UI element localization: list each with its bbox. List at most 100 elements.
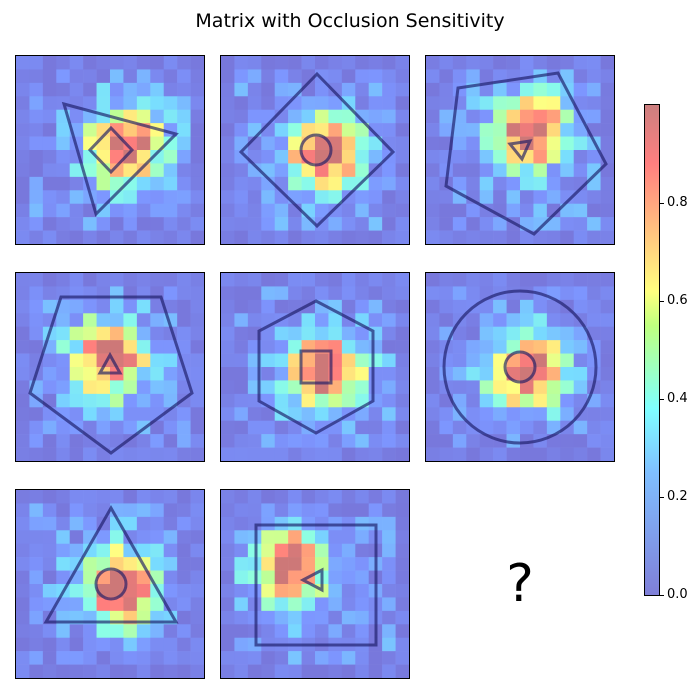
inner-shape [299, 567, 324, 593]
heat-cell [382, 637, 396, 652]
heat-cell [587, 299, 601, 314]
heat-cell [234, 123, 249, 137]
heat-cell [493, 109, 507, 124]
heat-cell [136, 69, 151, 84]
heat-cell [382, 664, 396, 678]
heat-cell [395, 503, 409, 518]
heat-cell [479, 313, 494, 328]
heat-cell [355, 273, 370, 287]
heat-cell [190, 56, 204, 70]
heat-cell [288, 664, 302, 678]
heat-cell [221, 313, 235, 328]
heat-cell [150, 543, 165, 558]
heat-cell [42, 286, 57, 301]
heat-cell [123, 340, 138, 354]
heat-cell [466, 150, 481, 164]
heat-cell [261, 56, 276, 70]
heat-cell [426, 56, 440, 70]
colorbar-tick [659, 301, 664, 302]
heat-cell [426, 313, 440, 328]
heat-cell [163, 56, 178, 70]
heat-cell [16, 136, 30, 151]
heat-cell [29, 407, 44, 422]
heat-cell [573, 326, 588, 341]
outer-shape [257, 299, 375, 435]
heat-cell [177, 136, 191, 151]
heat-cell [150, 136, 165, 151]
heat-cell [288, 69, 302, 84]
heat-cell [341, 434, 356, 448]
heat-cell [493, 420, 507, 435]
heat-cell [83, 584, 97, 598]
heat-cell [368, 136, 383, 151]
heat-cell [506, 123, 521, 137]
heat-cell [452, 393, 467, 408]
heat-cell [466, 56, 481, 70]
heat-cell [274, 420, 289, 435]
heat-cell [110, 56, 124, 70]
heat-cell [56, 367, 71, 381]
heat-cell [16, 353, 30, 368]
heat-cell [439, 273, 454, 287]
heat-cell [533, 393, 548, 408]
heat-cell [493, 217, 507, 231]
heat-cell [587, 217, 601, 231]
heat-cell [221, 150, 235, 164]
heat-cell [315, 286, 329, 301]
heat-cell [16, 637, 30, 652]
heat-cell [274, 82, 289, 97]
heat-cell [190, 136, 204, 151]
heat-cell [355, 163, 370, 178]
heat-cell [261, 530, 276, 545]
heat-cell [315, 490, 329, 504]
heat-cell [533, 407, 548, 422]
heat-cell [382, 516, 396, 531]
heat-cell [163, 367, 178, 381]
heat-cell [177, 664, 191, 678]
heat-cell [493, 136, 507, 151]
heat-cell [136, 203, 151, 218]
heat-cell [355, 230, 370, 244]
heat-cell [56, 163, 71, 178]
heat-cell [274, 490, 289, 504]
heat-cell [493, 313, 507, 328]
heat-cell [301, 664, 316, 678]
heat-cell [426, 123, 440, 137]
heat-cell [234, 557, 249, 571]
heat-cell [368, 664, 383, 678]
heat-cell [16, 584, 30, 598]
heat-cell [150, 393, 165, 408]
heat-cell [221, 326, 235, 341]
heat-cell [274, 56, 289, 70]
heat-cell [382, 584, 396, 598]
heat-cell [221, 543, 235, 558]
heat-cell [328, 69, 343, 84]
heat-cell [177, 624, 191, 639]
heat-cell [150, 597, 165, 612]
heat-cell [247, 217, 262, 231]
heat-cell [274, 503, 289, 518]
heat-cell [177, 163, 191, 178]
heat-cell [315, 503, 329, 518]
heat-cell [560, 136, 575, 151]
heat-cell [150, 109, 165, 124]
heat-cell [83, 393, 97, 408]
heat-cell [42, 584, 57, 598]
heat-cell [355, 136, 370, 151]
heat-cell [96, 624, 111, 639]
heat-cell [136, 367, 151, 381]
heat-cell [466, 217, 481, 231]
heat-cell [42, 420, 57, 435]
heat-cell [546, 353, 561, 368]
heat-cell [395, 637, 409, 652]
heat-cell [221, 340, 235, 354]
heat-cell [355, 447, 370, 461]
inner-shape [507, 139, 533, 162]
heat-cell [177, 69, 191, 84]
heat-cell [533, 340, 548, 354]
heat-cell [341, 380, 356, 395]
heat-cell [439, 420, 454, 435]
heat-cell [382, 651, 396, 665]
heat-cell [261, 190, 276, 205]
heat-cell [83, 420, 97, 435]
